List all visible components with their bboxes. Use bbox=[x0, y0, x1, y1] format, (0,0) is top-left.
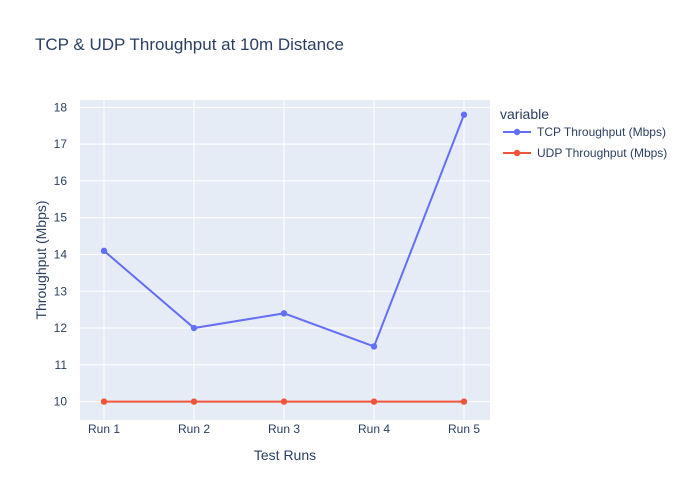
y-tick-label-10: 10 bbox=[54, 395, 68, 409]
series-1-point-4 bbox=[370, 343, 378, 350]
y-tick-label-11: 11 bbox=[55, 358, 68, 372]
series-1-point-2 bbox=[190, 324, 198, 332]
y-axis-title: Throughput (Mbps) bbox=[33, 200, 49, 319]
legend-items: TCP Throughput (Mbps) UDP Throughput (Mbp… bbox=[503, 125, 667, 160]
series-layer bbox=[100, 111, 468, 405]
legend-title: variable bbox=[500, 106, 549, 122]
plot-area bbox=[80, 100, 490, 420]
series-2-point-3 bbox=[280, 398, 288, 405]
series-2 bbox=[100, 398, 468, 405]
series-2-point-2 bbox=[190, 398, 198, 405]
y-tick-label-16: 16 bbox=[54, 174, 68, 188]
series-1-point-5 bbox=[460, 111, 468, 118]
y-tick-label-13: 13 bbox=[54, 284, 68, 298]
x-tick-label-5: Run 5 bbox=[448, 422, 480, 436]
x-axis-ticks: Run 1 Run 2 Run 3 Run 4 Run 5 bbox=[88, 422, 480, 436]
y-tick-label-12: 12 bbox=[54, 321, 68, 335]
x-tick-label-2: Run 2 bbox=[178, 422, 210, 436]
grid-lines bbox=[80, 100, 490, 420]
legend-item-1: TCP Throughput (Mbps) bbox=[503, 125, 666, 139]
y-tick-label-18: 18 bbox=[54, 100, 68, 114]
legend-label-1: TCP Throughput (Mbps) bbox=[537, 125, 666, 139]
series-1 bbox=[100, 111, 468, 350]
legend: variable TCP Throughput (Mbps) UDP Throug… bbox=[500, 106, 667, 160]
series-1-point-3 bbox=[280, 310, 288, 317]
chart-title: TCP & UDP Throughput at 10m Distance bbox=[35, 35, 344, 54]
series-2-point-1 bbox=[100, 398, 108, 405]
x-tick-label-3: Run 3 bbox=[268, 422, 300, 436]
legend-marker-1 bbox=[513, 128, 521, 136]
y-tick-label-15: 15 bbox=[54, 211, 68, 225]
x-axis-title: Test Runs bbox=[254, 447, 316, 463]
series-1-point-1 bbox=[100, 247, 108, 255]
y-tick-label-14: 14 bbox=[54, 247, 68, 261]
series-2-point-5 bbox=[460, 398, 468, 405]
x-tick-label-1: Run 1 bbox=[88, 422, 120, 436]
legend-item-2: UDP Throughput (Mbps) bbox=[503, 146, 667, 160]
y-axis-ticks: 10 11 12 13 14 15 16 17 18 bbox=[54, 100, 68, 408]
y-tick-label-17: 17 bbox=[54, 137, 68, 151]
series-2-point-4 bbox=[370, 398, 378, 405]
x-tick-label-4: Run 4 bbox=[358, 422, 390, 436]
legend-label-2: UDP Throughput (Mbps) bbox=[537, 146, 667, 160]
legend-marker-2 bbox=[513, 149, 521, 157]
